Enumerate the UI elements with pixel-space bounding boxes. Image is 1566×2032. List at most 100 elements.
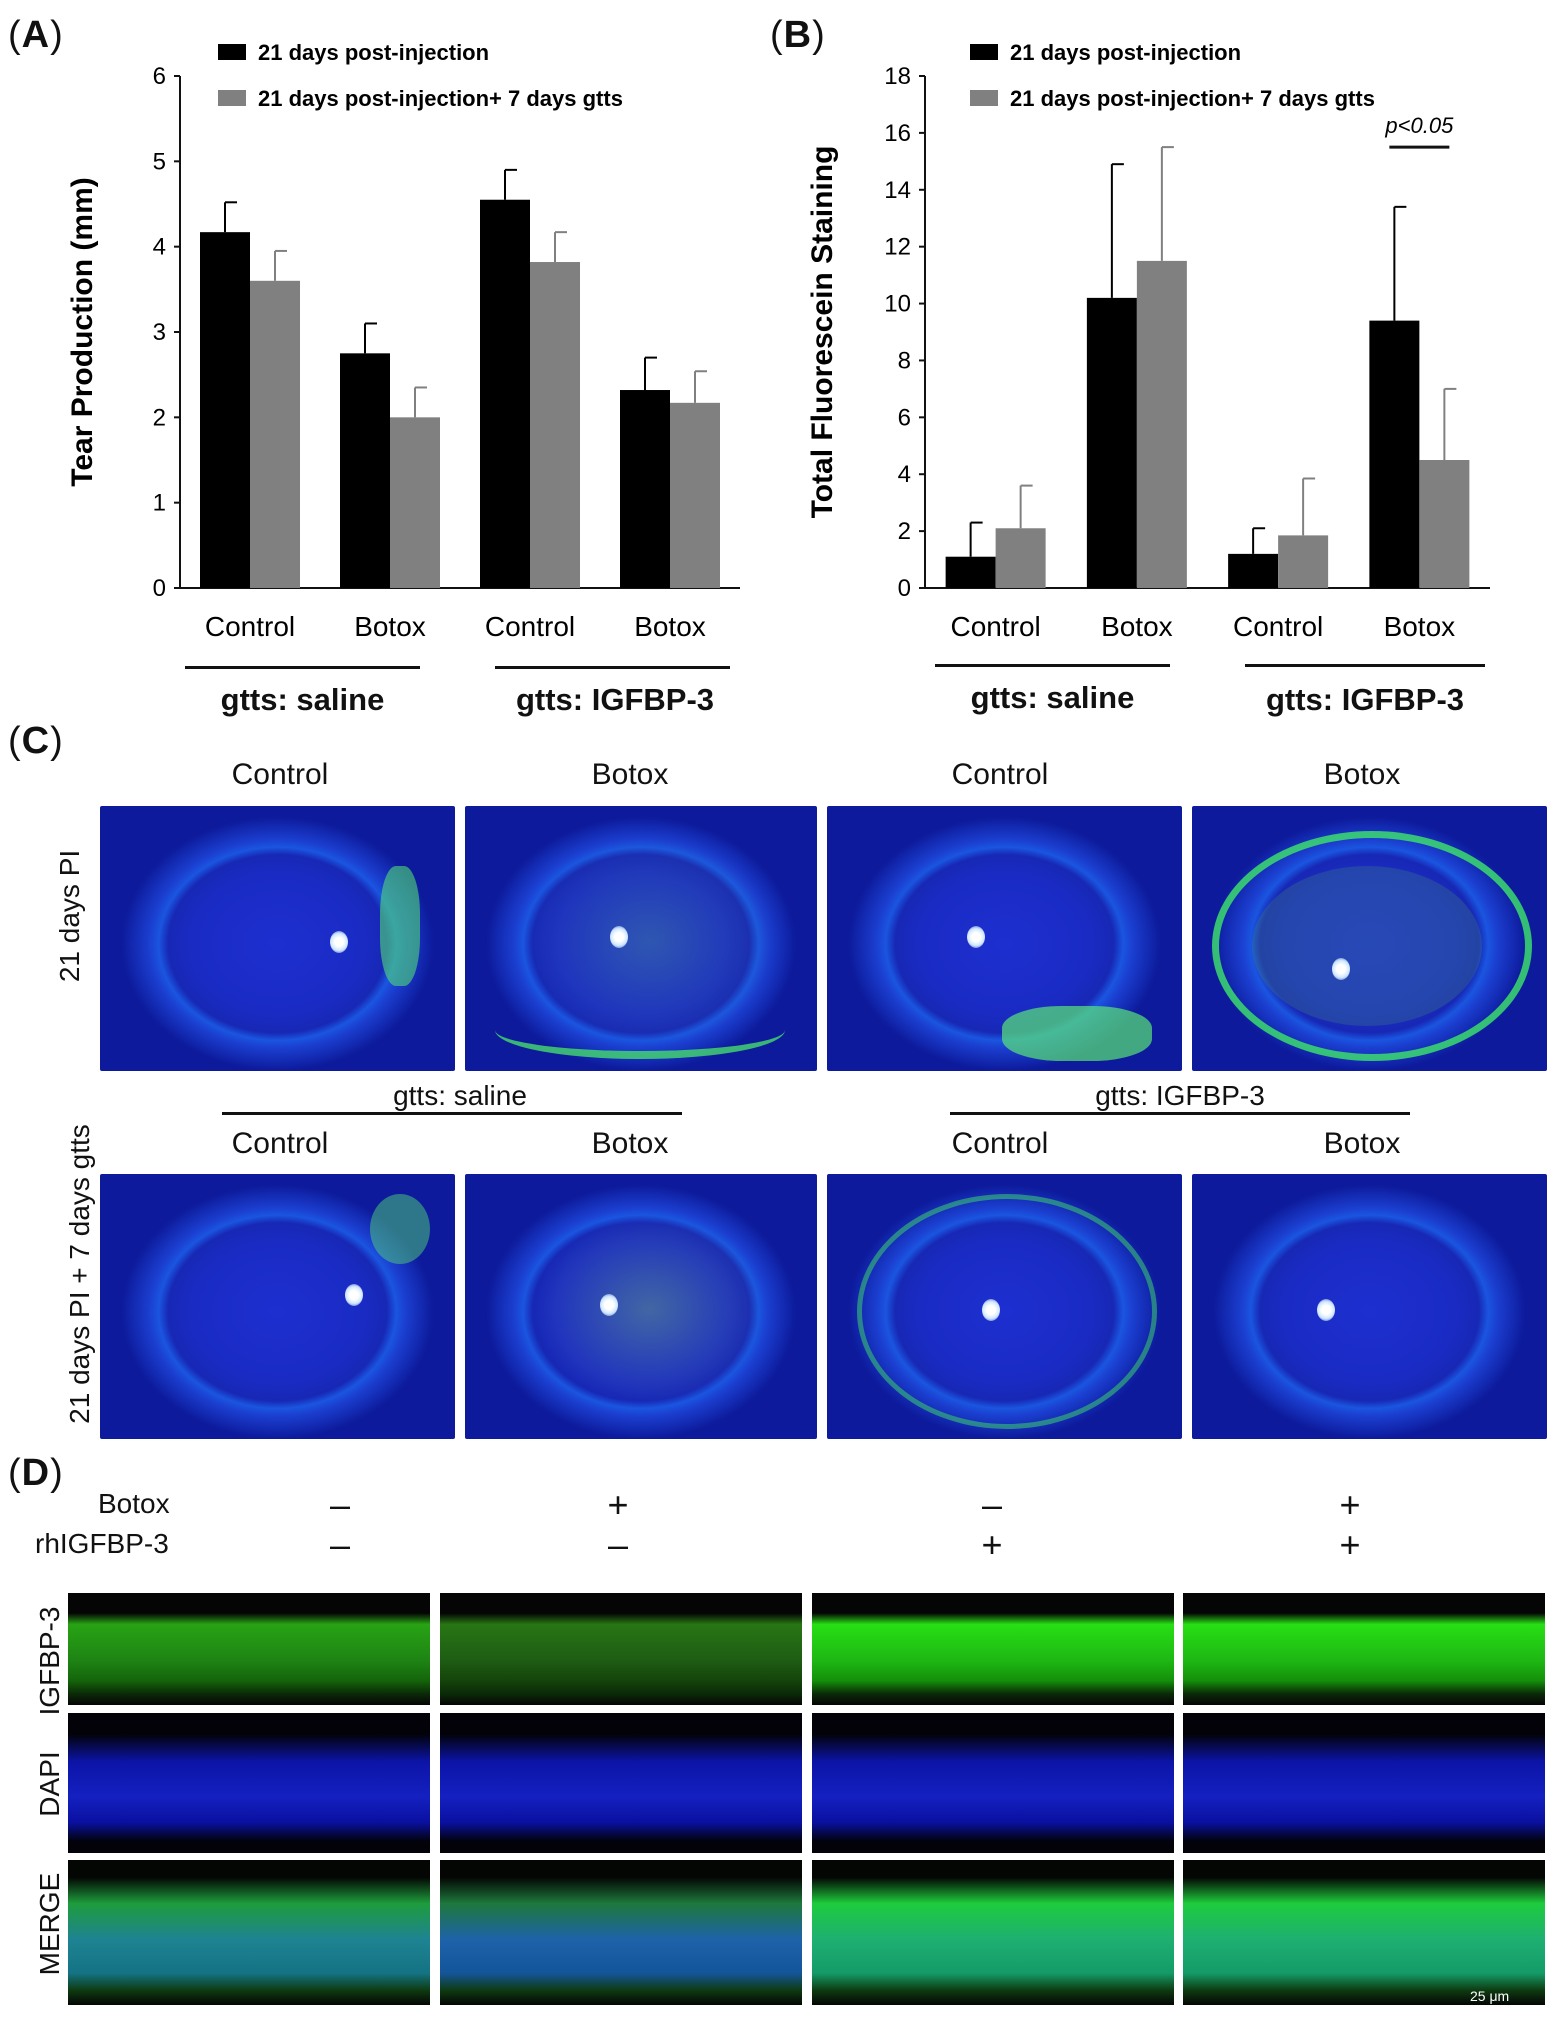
c-col-label-7: Control — [951, 1127, 1049, 1160]
chart-b-significance-label: p<0.05 — [1384, 113, 1454, 138]
chart-a-category-label: Control — [485, 611, 575, 642]
chart-a-y-tick-label: 1 — [153, 490, 166, 517]
micrograph-merge-2 — [440, 1860, 802, 2005]
d-botox-sign-3: – — [981, 1484, 1003, 1525]
chart-b-y-tick-label: 14 — [884, 177, 911, 204]
chart-b-bar — [945, 556, 996, 588]
scale-bar — [1470, 2006, 1510, 2010]
group-label-a-igfbp: gtts: IGFBP-3 — [515, 682, 715, 717]
chart-b-legend-label: 21 days post-injection — [1010, 40, 1241, 65]
c-group-line-igfbp — [950, 1112, 1410, 1115]
group-label-b-igfbp: gtts: IGFBP-3 — [1265, 682, 1465, 717]
c-col-label-1: Control — [231, 758, 329, 791]
micrograph-merge-1 — [68, 1860, 430, 2005]
eye-photo-gtts-igfbp-control — [827, 1174, 1182, 1439]
c-col-label-8: Botox — [1323, 1127, 1401, 1160]
d-cond-label-botox: Botox — [98, 1488, 170, 1519]
scale-bar-label: 25 μm — [1470, 1988, 1510, 2004]
chart-b-category-label: Botox — [1101, 611, 1173, 642]
chart-b-category-label: Control — [1233, 611, 1323, 642]
micrograph-igfbp-3 — [812, 1593, 1174, 1705]
chart-a-legend-swatch — [218, 44, 246, 60]
d-rh-sign-3: + — [981, 1524, 1003, 1565]
group-line-b-saline — [935, 664, 1170, 667]
chart-a-category-label: Botox — [634, 611, 706, 642]
eye-photo-gtts-saline-control — [100, 1174, 455, 1439]
chart-a-bar — [620, 390, 670, 588]
chart-b-y-tick-label: 8 — [898, 347, 911, 374]
panel-c-letter: (C) — [8, 720, 64, 762]
group-label-a-saline: gtts: saline — [220, 682, 385, 717]
micrograph-dapi-1 — [68, 1713, 430, 1853]
d-botox-sign-2: + — [607, 1484, 629, 1525]
micrograph-igfbp-4 — [1183, 1593, 1545, 1705]
c-col-label-6: Botox — [591, 1127, 669, 1160]
chart-b-y-tick-label: 18 — [884, 63, 911, 90]
chart-b-bar — [1086, 297, 1137, 588]
chart-b-legend-label: 21 days post-injection+ 7 days gtts — [1010, 86, 1375, 111]
micrograph-igfbp-2 — [440, 1593, 802, 1705]
chart-b-category-label: Control — [950, 611, 1040, 642]
chart-a-bar — [530, 262, 580, 588]
c-col-label-3: Control — [951, 758, 1049, 791]
chart-a-category-label: Control — [205, 611, 295, 642]
d-botox-sign-1: – — [329, 1484, 351, 1525]
chart-b-y-tick-label: 2 — [898, 518, 911, 545]
chart-b-y-tick-label: 16 — [884, 120, 911, 147]
d-rh-sign-1: – — [329, 1524, 351, 1565]
chart-a-y-tick-label: 6 — [153, 63, 166, 90]
chart-a-bar — [480, 199, 530, 588]
chart-b-bar — [1136, 260, 1187, 588]
chart-a-bar — [250, 280, 300, 588]
c-col-label-5: Control — [231, 1127, 329, 1160]
chart-b-y-label: Total Fluorescein Staining — [806, 146, 839, 519]
c-col-label-2: Botox — [591, 758, 669, 791]
chart-a-y-tick-label: 4 — [153, 234, 166, 261]
chart-a-y-tick-label: 2 — [153, 404, 166, 431]
chart-b-y-tick-label: 10 — [884, 291, 911, 318]
panel-b-letter: (B) — [770, 14, 826, 56]
eye-photo-pi-saline-botox — [465, 806, 817, 1071]
d-row-label-igfbp: IGFBP-3 — [34, 1606, 65, 1716]
d-botox-sign-4: + — [1339, 1484, 1361, 1525]
chart-a-bar — [670, 402, 720, 588]
d-rh-sign-4: + — [1339, 1524, 1361, 1565]
chart-b-legend-swatch — [970, 90, 998, 106]
micrograph-dapi-4 — [1183, 1713, 1545, 1853]
chart-b-bar — [1278, 535, 1329, 588]
chart-a-y-tick-label: 3 — [153, 319, 166, 346]
chart-a-category-label: Botox — [354, 611, 426, 642]
group-line-a-igfbp — [495, 666, 730, 669]
chart-b-y-tick-label: 6 — [898, 404, 911, 431]
micrograph-merge-3 — [812, 1860, 1174, 2005]
chart-a-legend-swatch — [218, 90, 246, 106]
chart-a-bar — [390, 417, 440, 588]
micrograph-merge-4 — [1183, 1860, 1545, 2005]
panel-a-letter: (A) — [8, 14, 64, 56]
c-row-label-1: 21 days PI — [54, 849, 85, 983]
c-group-line-saline — [222, 1112, 682, 1115]
chart-a-legend-label: 21 days post-injection+ 7 days gtts — [258, 86, 623, 111]
chart-b-bar — [1228, 553, 1279, 588]
c-row-label-2: 21 days PI + 7 days gtts — [64, 1124, 95, 1424]
c-group-label-saline: gtts: saline — [393, 1080, 527, 1111]
micrograph-igfbp-1 — [68, 1593, 430, 1705]
group-label-b-saline: gtts: saline — [970, 680, 1135, 715]
eye-photo-pi-saline-control — [100, 806, 455, 1071]
d-row-label-merge: MERGE — [34, 1872, 65, 1976]
micrograph-dapi-3 — [812, 1713, 1174, 1853]
chart-a-legend-label: 21 days post-injection — [258, 40, 489, 65]
d-row-label-dapi: DAPI — [34, 1751, 65, 1817]
group-line-b-igfbp — [1245, 664, 1485, 667]
eye-photo-gtts-saline-botox — [465, 1174, 817, 1439]
group-line-a-saline — [185, 666, 420, 669]
chart-b-category-label: Botox — [1384, 611, 1456, 642]
c-col-label-4: Botox — [1323, 758, 1401, 791]
chart-a-bar — [340, 353, 390, 588]
chart-b-bar — [1419, 460, 1470, 588]
chart-a-bar — [200, 232, 250, 588]
eye-photo-gtts-igfbp-botox — [1192, 1174, 1547, 1439]
panel-d-letter: (D) — [8, 1452, 64, 1494]
chart-a-y-label: Tear Production (mm) — [66, 177, 99, 486]
